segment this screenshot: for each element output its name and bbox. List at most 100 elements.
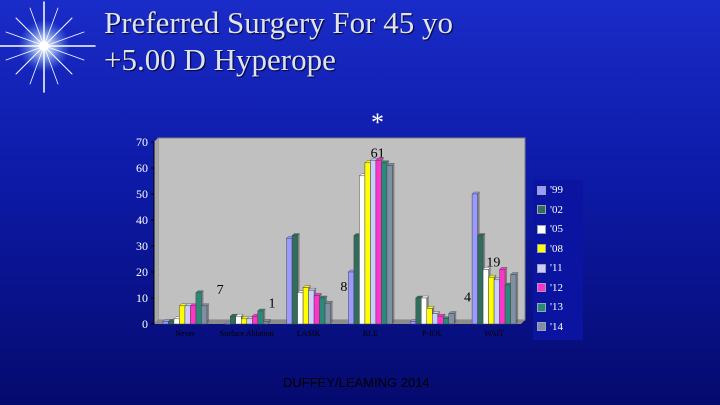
plot-floor <box>154 320 525 324</box>
legend-item: '11 <box>537 260 563 276</box>
bar-top-face <box>499 267 508 270</box>
bar <box>173 318 180 325</box>
bar-side-face <box>426 296 429 324</box>
y-tick-label: 40 <box>136 213 148 227</box>
bar <box>308 289 315 325</box>
star-logo <box>0 1 96 93</box>
legend-label: '02 <box>550 203 563 216</box>
legend-item: '14 <box>537 319 563 335</box>
bar-top-face <box>386 163 395 166</box>
bar-top-face <box>375 157 384 161</box>
bar-top-face <box>167 319 177 322</box>
bar-top-face <box>448 311 457 314</box>
bar-side-face <box>314 288 317 324</box>
legend-item: '99 <box>537 182 563 198</box>
bar-top-face <box>200 303 210 306</box>
title-line-2: +5.00 D Hyperope <box>104 42 336 77</box>
bar-side-face <box>179 316 182 324</box>
bar-side-face <box>297 233 300 324</box>
y-tick-label: 0 <box>142 317 148 331</box>
bar <box>235 315 242 325</box>
bar-top-face <box>173 316 182 319</box>
bar-side-face <box>364 173 367 324</box>
bar-side-face <box>330 301 333 324</box>
bar-side-face <box>292 236 295 324</box>
data-label: 61 <box>371 146 385 161</box>
bar-top-face <box>380 160 390 164</box>
y-tick-label: 50 <box>136 187 148 201</box>
x-tick-label: RLE <box>363 329 378 338</box>
bar <box>348 271 355 325</box>
bar-side-face <box>421 296 424 324</box>
bars-group <box>162 157 519 325</box>
data-label: 8 <box>340 280 347 295</box>
significance-asterisk: * <box>371 108 384 137</box>
bar <box>375 159 382 325</box>
legend-swatch <box>537 185 546 195</box>
bar-side-face <box>437 311 440 324</box>
legend-item: '05 <box>537 221 563 237</box>
legend: '99 '02 '05 '08 '11 '12 '13 '14 <box>533 180 583 340</box>
legend-swatch <box>537 322 546 331</box>
bar-top-face <box>286 235 295 239</box>
bar-top-face <box>504 282 514 286</box>
bar-top-face <box>297 290 306 293</box>
bar <box>162 321 169 325</box>
y-tick-label: 60 <box>136 161 148 175</box>
bar-top-face <box>224 321 233 325</box>
bar-side-face <box>499 277 502 324</box>
bar-top-face <box>364 160 373 164</box>
x-tick-label: WAIT <box>484 329 504 338</box>
bar <box>381 162 388 325</box>
bar-top-face <box>162 319 171 322</box>
x-tick-label: Surface Ablation <box>220 329 274 338</box>
legend-label: '08 <box>550 242 563 255</box>
data-label: 7 <box>217 283 224 298</box>
bar-side-face <box>510 283 513 324</box>
bar-side-face <box>268 319 271 324</box>
bar-top-face <box>308 288 317 291</box>
legend-label: '11 <box>550 262 563 274</box>
bar-side-face <box>505 267 508 324</box>
y-axis: 0 10 20 30 40 50 60 70 <box>136 135 155 331</box>
bar-top-face <box>442 316 452 319</box>
bar <box>504 284 511 325</box>
bar <box>448 313 455 325</box>
bar <box>302 287 309 325</box>
bar-side-face <box>353 270 356 324</box>
bar <box>353 235 360 325</box>
bar-side-face <box>381 158 384 324</box>
legend-swatch <box>537 205 546 214</box>
bar <box>410 321 416 325</box>
bar <box>257 310 264 325</box>
bar <box>488 276 495 325</box>
bar-top-face <box>291 233 301 236</box>
bar <box>415 297 422 325</box>
bar-side-face <box>516 272 519 324</box>
bar-side-face <box>195 303 198 324</box>
bar-side-face <box>246 316 249 324</box>
bar <box>443 318 449 325</box>
bar-top-face <box>437 314 446 317</box>
bar <box>477 235 484 325</box>
legend-swatch <box>537 244 546 253</box>
bar-top-face <box>409 319 419 322</box>
bar-top-face <box>431 311 441 314</box>
bar <box>224 323 231 325</box>
bar-side-face <box>477 192 480 324</box>
bar-side-face <box>319 293 322 324</box>
bar-side-face <box>443 314 446 324</box>
bar-side-face <box>494 275 497 324</box>
bar <box>313 295 320 325</box>
bar-side-face <box>201 290 204 324</box>
bar <box>499 269 506 325</box>
data-label: 1 <box>269 296 276 311</box>
bar-side-face <box>173 319 176 324</box>
bar-side-face <box>415 319 418 324</box>
bar-side-face <box>303 290 306 324</box>
legend-item: '12 <box>537 280 563 296</box>
bar-top-face <box>184 303 193 306</box>
bar-side-face <box>448 316 451 324</box>
y-tick-label: 70 <box>136 135 148 149</box>
bar <box>493 279 500 325</box>
